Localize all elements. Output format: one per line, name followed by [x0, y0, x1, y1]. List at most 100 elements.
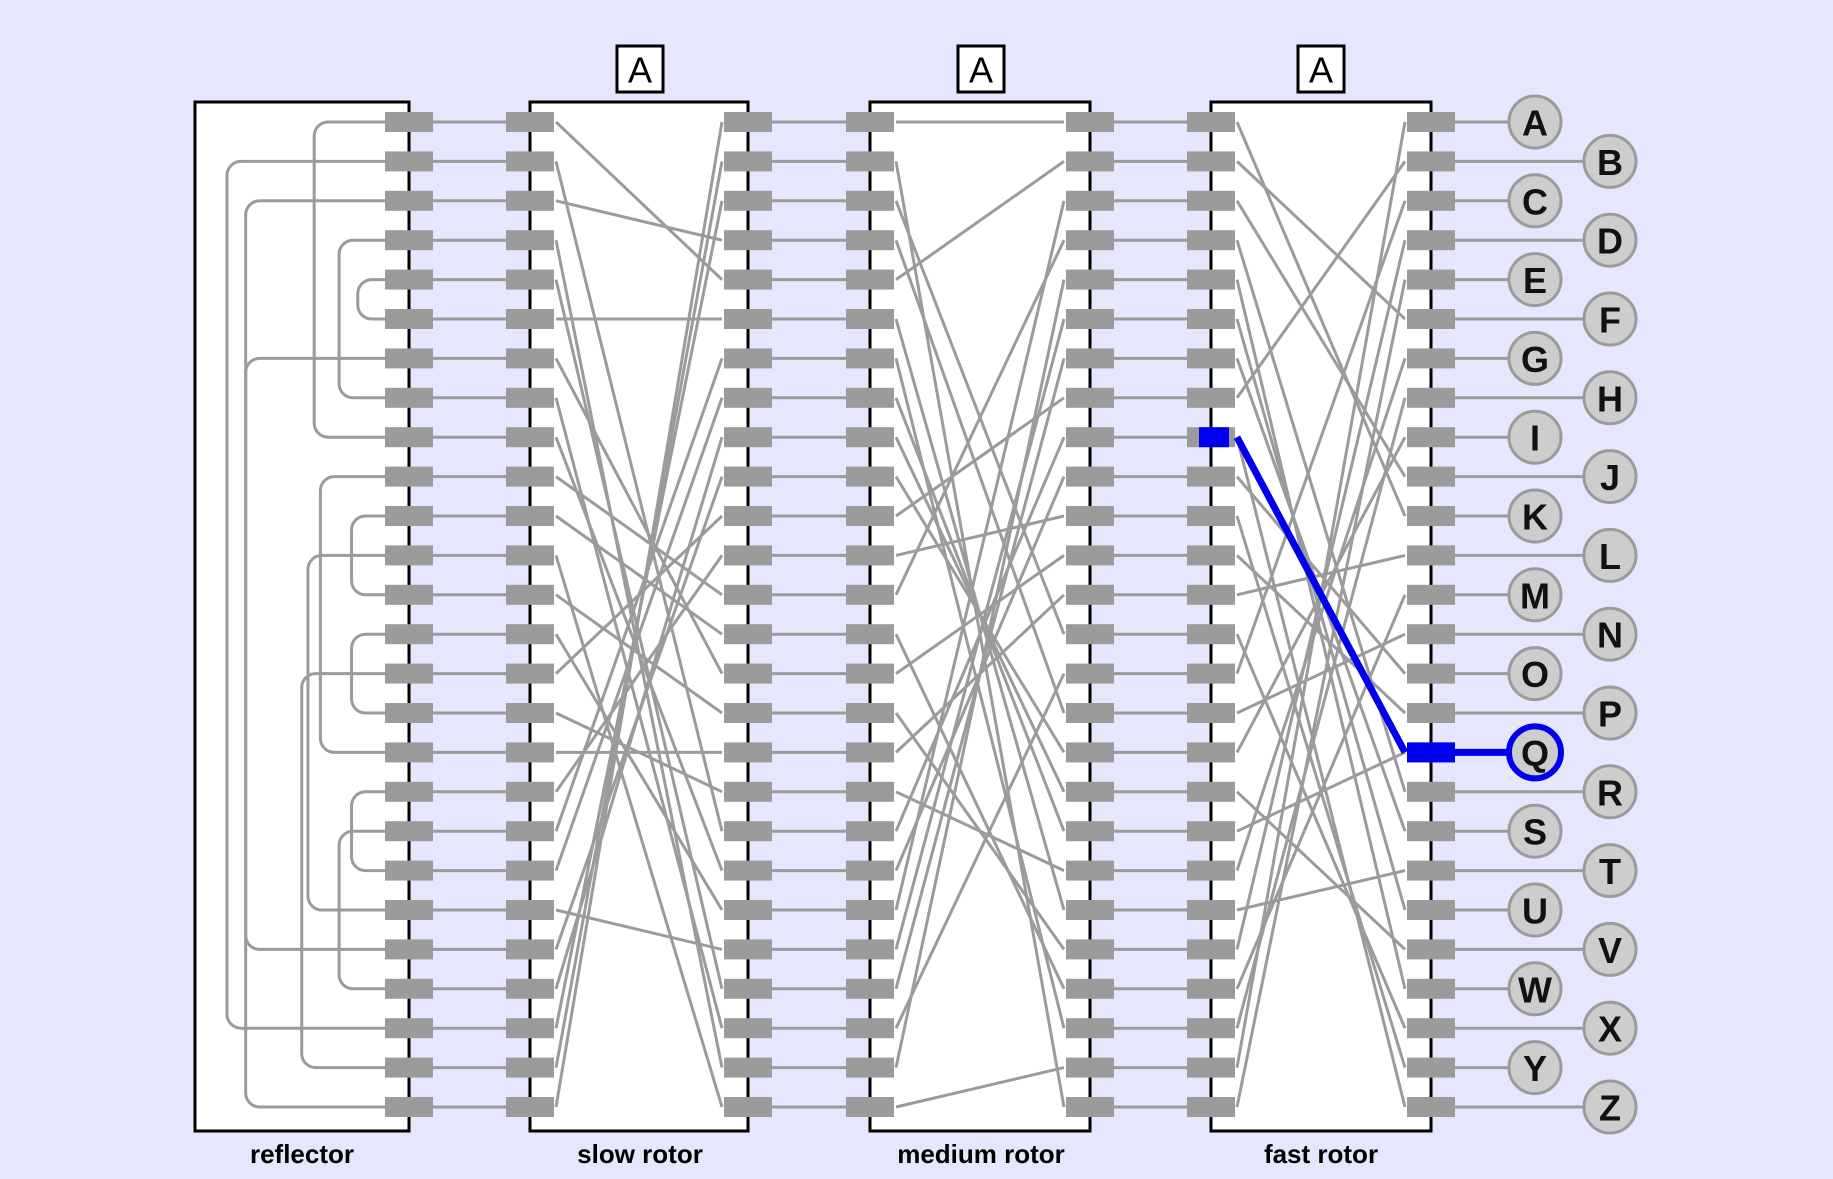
key-circle [1582, 921, 1638, 977]
slow-left-pin [506, 742, 554, 763]
key-s[interactable]: S [1507, 803, 1563, 859]
key-letter: G [1521, 339, 1549, 380]
medium-left-pin [846, 978, 894, 999]
key-g[interactable]: G [1507, 330, 1563, 386]
key-x[interactable]: X [1582, 1000, 1638, 1056]
window-fast-letter: A [1309, 50, 1333, 91]
key-w[interactable]: W [1507, 961, 1563, 1017]
fast-left-pin [1187, 506, 1235, 526]
key-d[interactable]: D [1582, 212, 1638, 268]
reflector-pin [385, 309, 433, 329]
slow-left-pin [506, 190, 554, 211]
key-p[interactable]: P [1582, 685, 1638, 741]
key-u[interactable]: U [1507, 882, 1563, 938]
slow-left-pin [506, 1097, 554, 1117]
key-circle [1507, 803, 1563, 859]
key-i[interactable]: I [1507, 409, 1563, 465]
slow-left-pin [506, 151, 554, 172]
internal-wires [225, 120, 1407, 1109]
key-letter: E [1523, 260, 1547, 301]
key-circle [1582, 1000, 1638, 1056]
key-a[interactable]: A [1507, 94, 1563, 150]
fast-left-pin [1187, 1097, 1235, 1117]
key-circle [1582, 449, 1638, 505]
fast-right-pin [1407, 584, 1455, 605]
key-k[interactable]: K [1507, 488, 1563, 544]
slow-left-pin [506, 427, 554, 448]
key-c[interactable]: C [1507, 173, 1563, 229]
fast-right-pin [1407, 427, 1455, 448]
key-r[interactable]: R [1582, 764, 1638, 820]
fast-right-pin [1407, 624, 1455, 645]
medium-left-pin [846, 939, 894, 960]
medium-left-pin [846, 112, 894, 132]
slow-right-pin [724, 151, 772, 172]
key-circle [1582, 1079, 1638, 1135]
medium-rotor-wire [894, 200, 1066, 911]
key-z[interactable]: Z [1582, 1079, 1638, 1135]
fast-rotor-wire [1235, 200, 1407, 478]
fast-right-pin [1407, 269, 1455, 290]
keyboard-keys[interactable]: A B C D E F G H I J K L M N O P Q R S T U V W X Y Z [1506, 94, 1638, 1135]
key-o[interactable]: O [1507, 646, 1563, 702]
fast-right-pin [1407, 1097, 1455, 1117]
medium-right-pin [1066, 900, 1114, 920]
fast-rotor-wire [1235, 436, 1407, 1108]
slow-right-pin [724, 348, 772, 369]
key-circle [1507, 252, 1563, 308]
fast-left-pin [1187, 900, 1235, 920]
key-circle [1507, 646, 1563, 702]
fast-left-pin [1187, 348, 1235, 369]
key-n[interactable]: N [1582, 606, 1638, 662]
window-slow: A [615, 44, 665, 94]
reflector-pin [385, 860, 433, 881]
fast-right-pin [1407, 309, 1455, 329]
medium-right-pin [1066, 939, 1114, 960]
key-f[interactable]: F [1582, 291, 1638, 347]
signal-entry-pin [1407, 742, 1455, 763]
key-j[interactable]: J [1582, 449, 1638, 505]
key-e[interactable]: E [1507, 252, 1563, 308]
key-letter: D [1597, 221, 1623, 262]
reflector-wire [312, 120, 409, 439]
medium-left-pin [846, 506, 894, 526]
key-m[interactable]: M [1507, 567, 1563, 623]
key-circle [1507, 882, 1563, 938]
medium-rotor-wire [894, 318, 1066, 911]
medium-right-pin [1066, 190, 1114, 211]
key-b[interactable]: B [1582, 133, 1638, 189]
key-l[interactable]: L [1582, 527, 1638, 583]
key-v[interactable]: V [1582, 921, 1638, 977]
signal-path [1199, 427, 1455, 763]
slow-right-pin [724, 387, 772, 408]
reflector-wire [337, 829, 409, 991]
medium-left-pin [846, 821, 894, 842]
key-y[interactable]: Y [1507, 1040, 1563, 1096]
slow-left-pin [506, 624, 554, 645]
fast-right-pin [1407, 348, 1455, 369]
key-letter: K [1522, 497, 1548, 538]
key-q[interactable]: Q [1506, 723, 1564, 782]
reflector-pin [385, 742, 433, 763]
reflector-pin [385, 427, 433, 448]
slow-left-pin [506, 663, 554, 684]
slow-right-pin [724, 900, 772, 920]
slow-rotor-wire [555, 908, 723, 951]
key-letter: N [1597, 615, 1623, 656]
key-h[interactable]: H [1582, 370, 1638, 426]
fast-rotor-wire [1235, 633, 1407, 1029]
slow-right-pin [724, 230, 772, 251]
reflector-wire [318, 475, 409, 754]
fast-rotor-wire [1235, 200, 1407, 675]
key-circle [1582, 527, 1638, 583]
key-letter: Z [1599, 1088, 1621, 1129]
fast-left-pin [1187, 309, 1235, 329]
medium-left-pin [846, 348, 894, 369]
key-t[interactable]: T [1582, 843, 1638, 899]
fast-left-pin [1187, 269, 1235, 290]
window-medium-letter: A [969, 50, 993, 91]
key-letter: H [1597, 378, 1623, 419]
fast-right-pin [1407, 821, 1455, 842]
slow-left-pin [506, 860, 554, 881]
